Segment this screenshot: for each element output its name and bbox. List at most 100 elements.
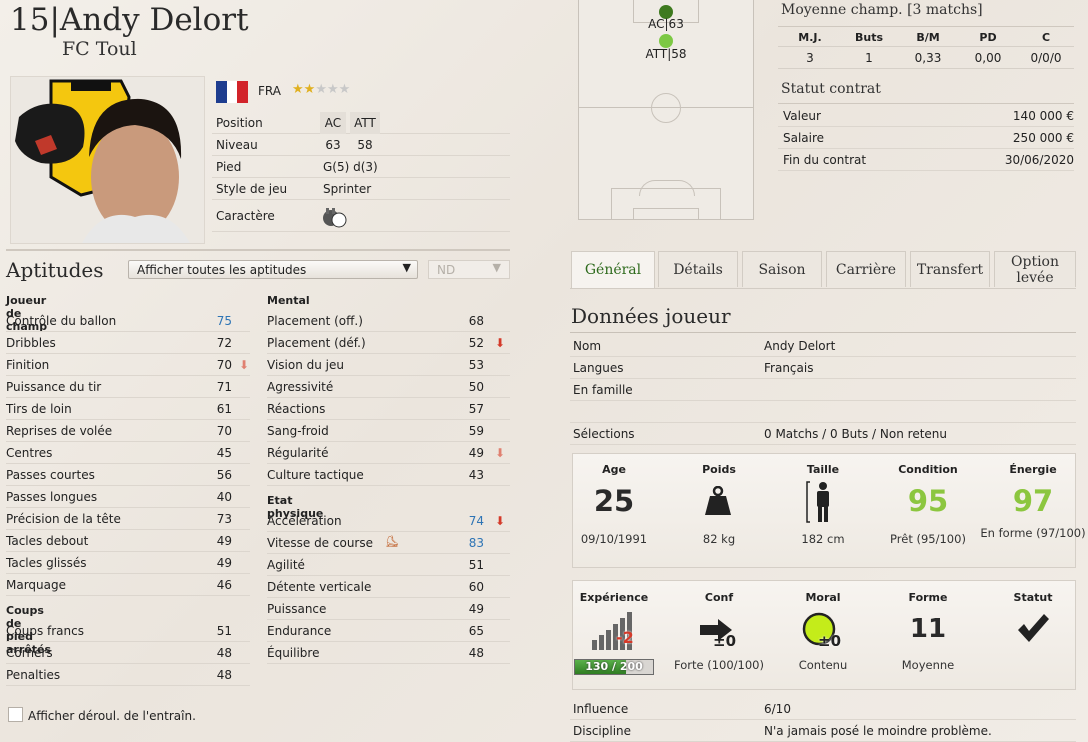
nd-dropdown-value: ND [437, 263, 456, 277]
tab-option-levée[interactable]: Option levée [994, 251, 1076, 287]
contract-value: 30/06/2020 [1004, 153, 1074, 167]
stat-sub-value: Moyenne [901, 658, 955, 672]
experience-progress-fill [575, 660, 626, 674]
aptitude-value: 70 [216, 424, 232, 438]
match-avg-table: M.J. 3 Buts 1 B/M 0,33 PD 0,00 C 0/0/0 [778, 28, 1074, 69]
match-avg-value: 3 [806, 51, 814, 65]
match-avg-value: 1 [865, 51, 873, 65]
aptitude-row: Reprises de volée 70 [6, 420, 250, 442]
general-row-label: Nom [573, 339, 602, 353]
nd-dropdown[interactable]: ND ▼ [428, 260, 510, 279]
aptitude-row: Puissance du tir 71 [6, 376, 250, 398]
general-row-value: Andy Delort [764, 339, 836, 353]
match-avg-header-divider [778, 46, 1074, 47]
aptitude-value: 68 [468, 314, 484, 328]
style-value: Sprinter [323, 182, 372, 196]
stat-big-value: 97 [1012, 484, 1054, 518]
match-avg-header: B/M [916, 31, 940, 44]
aptitude-row: Puissance 49 [267, 598, 510, 620]
aptitude-row: Corners 48 [6, 642, 250, 664]
aptitude-row: Détente verticale 60 [267, 576, 510, 598]
pitch-player-label-ac: AC|63 [648, 17, 684, 31]
aptitude-row: Passes courtes 56 [6, 464, 250, 486]
aptitude-name: Agilité [267, 558, 305, 572]
stat-sub-value: 182 cm [801, 532, 845, 546]
aptitude-value: 70 [216, 358, 232, 372]
aptitude-value: 48 [216, 668, 232, 682]
aptitude-name: Régularité [267, 446, 329, 460]
caractere-row: Caractère [212, 204, 510, 232]
aptitude-row: Vitesse de course 83 ⛸ [267, 532, 510, 554]
stat-sub-value: 09/10/1991 [580, 532, 648, 546]
stat-label: Taille [806, 463, 840, 476]
pitch-player-dot-att[interactable] [659, 34, 673, 48]
pied-label: Pied [216, 160, 242, 174]
general-title-divider [570, 332, 1076, 333]
aptitude-row: Accélération 74 ⬇ [267, 510, 510, 532]
aptitude-row: Tirs de loin 61 [6, 398, 250, 420]
aptitude-row: Régularité 49 ⬇ [267, 442, 510, 464]
aptitudes-dropdown-value: Afficher toutes les aptitudes [137, 263, 307, 277]
aptitudes-dropdown[interactable]: Afficher toutes les aptitudes ▼ [128, 260, 418, 279]
contract-label: Salaire [783, 131, 825, 145]
position-row: Position AC ATT [212, 112, 510, 134]
general-row: En famille [570, 379, 1076, 401]
position-label: Position [216, 116, 263, 130]
aptitude-name: Finition [6, 358, 50, 372]
niveau-row: Niveau 63 58 [212, 134, 510, 156]
match-avg-title: Moyenne champ. [3 matchs] [781, 2, 983, 18]
aptitude-row: Équilibre 48 [267, 642, 510, 664]
height-icon [806, 480, 836, 527]
aptitude-name: Vitesse de course [267, 536, 373, 550]
training-checkbox[interactable] [8, 707, 23, 722]
aptitude-name: Précision de la tête [6, 512, 121, 526]
aptitude-value: 51 [468, 558, 484, 572]
tab-saison[interactable]: Saison [742, 251, 822, 287]
contract-divider [778, 103, 1074, 104]
stat-sub-value: Prêt (95/100) [890, 532, 966, 546]
general-row-value: Français [764, 361, 814, 375]
aptitude-name: Culture tactique [267, 468, 364, 482]
aptitude-name: Endurance [267, 624, 332, 638]
training-checkbox-label: Afficher déroul. de l'entraîn. [28, 709, 196, 723]
match-avg-divider [778, 26, 1074, 27]
nd-chevron-down-icon: ▼ [492, 261, 501, 274]
player-photo [10, 76, 205, 244]
club-name[interactable]: FC Toul [62, 38, 137, 60]
aptitude-name: Tirs de loin [6, 402, 72, 416]
stat-sub-value: Contenu [798, 658, 848, 672]
aptitude-value: 46 [216, 578, 232, 592]
tab-carri-re[interactable]: Carrière [826, 251, 906, 287]
general-row-label: Influence [573, 702, 629, 716]
aptitudes-divider [6, 249, 510, 251]
position-ac: AC [320, 112, 346, 134]
tab-détails[interactable]: Détails [658, 251, 738, 287]
contract-label: Fin du contrat [783, 153, 867, 167]
contract-title: Statut contrat [781, 81, 881, 97]
stat-sub-value: Forte (100/100) [674, 658, 764, 672]
aptitude-value: 57 [468, 402, 484, 416]
aptitude-name: Marquage [6, 578, 67, 592]
aptitudes-title: Aptitudes [6, 258, 104, 282]
aptitude-value: 40 [216, 490, 232, 504]
aptitude-row: Tacles glissés 49 [6, 552, 250, 574]
style-label: Style de jeu [216, 182, 288, 196]
character-icon[interactable] [322, 206, 348, 238]
aptitude-row: Coups francs 51 [6, 620, 250, 642]
niveau-att: 58 [357, 138, 373, 152]
stat-label: Statut [1013, 591, 1053, 604]
aptitude-name: Agressivité [267, 380, 334, 394]
aptitude-name: Tacles glissés [6, 556, 87, 570]
tab-général[interactable]: Général [571, 251, 655, 289]
aptitude-value: 51 [216, 624, 232, 638]
tab-transfert[interactable]: Transfert [910, 251, 990, 287]
chevron-down-icon: ▼ [402, 261, 411, 274]
general-row-label: En famille [573, 383, 633, 397]
pitch [578, 0, 754, 220]
aptitude-name: Centres [6, 446, 53, 460]
stat-label: Age [602, 463, 626, 476]
aptitude-value: 43 [468, 468, 484, 482]
aptitude-name: Vision du jeu [267, 358, 344, 372]
pitch-player-dot-ac[interactable] [659, 5, 673, 19]
aptitude-section-title: Etat physique [267, 494, 324, 520]
